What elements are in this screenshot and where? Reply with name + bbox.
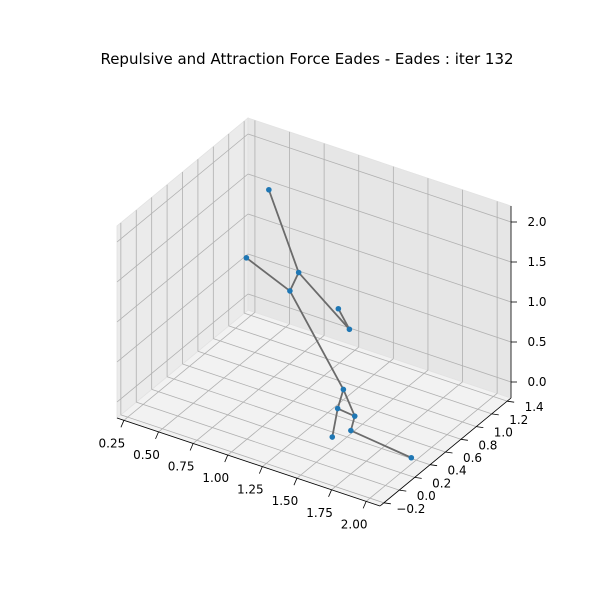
graph-edges: [245, 188, 413, 459]
x-axis: 0.25 0.50 0.75 1.00 1.25 1.50 1.75 2.00: [99, 417, 381, 531]
graph-node: [266, 186, 272, 193]
x-tick-label: 0.75: [168, 459, 195, 473]
x-tick-label: 0.50: [133, 448, 160, 462]
graph-node: [346, 326, 353, 333]
y-tick-label: 0.6: [463, 451, 482, 465]
graph-edge: [331, 407, 339, 438]
x-tick: [155, 431, 159, 440]
grid-line-y: [151, 389, 415, 478]
graph-node: [351, 413, 358, 419]
y-axis: −0.20.00.20.40.60.81.01.21.4: [379, 397, 544, 516]
grid-line-y: [120, 414, 384, 504]
graph-node: [329, 434, 336, 440]
grid-line-z: [116, 253, 249, 363]
y-tick: [476, 426, 484, 428]
grid-line-y: [228, 325, 492, 415]
chart-title: Repulsive and Attraction Force Eades - E…: [100, 50, 513, 68]
x-tick: [362, 501, 367, 509]
grid-lines: [116, 120, 512, 504]
x-tick: [258, 466, 263, 474]
graph-edge: [297, 271, 351, 331]
y-tick: [399, 489, 407, 492]
grid-line-y: [182, 363, 446, 453]
y-tick-label: 0.2: [432, 476, 451, 490]
y-tick-label: 1.0: [494, 426, 513, 440]
grid-line-y: [244, 312, 508, 402]
z-tick-label: 2.0: [527, 215, 546, 229]
x-axis-line: [116, 417, 381, 507]
graph-edge: [245, 256, 291, 292]
graph-node: [335, 305, 342, 312]
x-tick-label: 1.25: [237, 483, 264, 497]
grid-line-y: [166, 376, 431, 466]
graph-node: [348, 427, 354, 434]
y-tick-label: 1.4: [525, 400, 544, 414]
axes-panes: [116, 117, 512, 507]
graph-nodes: [243, 186, 415, 461]
grid-line-y: [213, 338, 477, 427]
graph-node: [334, 405, 341, 412]
y-tick-label: 1.2: [509, 413, 528, 427]
y-tick: [430, 464, 438, 467]
grid-line-z: [247, 253, 512, 343]
grid-line-z: [116, 173, 249, 283]
grid-line-z: [247, 213, 512, 303]
x-tick: [189, 443, 194, 451]
grid-line-z: [116, 213, 249, 323]
y-tick-label: 0.0: [417, 489, 436, 503]
y-tick-label: 0.4: [448, 464, 467, 478]
x-tick: [293, 478, 298, 486]
x-tick-label: 1.50: [272, 494, 299, 508]
z-tick-label: 0.0: [527, 375, 546, 389]
z-tick-label: 0.5: [527, 335, 546, 349]
y-tick-label: −0.2: [396, 502, 425, 516]
grid-line-y: [136, 401, 400, 491]
graph-edge: [336, 407, 356, 418]
y-tick-label: 0.8: [478, 438, 497, 452]
z-axis: 0.0 0.5 1.0 1.5 2.0: [510, 206, 547, 398]
graph-node: [243, 255, 250, 261]
grid-line-y: [197, 350, 462, 440]
graph-node: [295, 269, 302, 276]
z-tick-label: 1.5: [527, 255, 546, 269]
y-tick: [414, 477, 422, 479]
x-tick: [224, 454, 229, 463]
graph-edge: [288, 271, 300, 292]
x-tick: [328, 489, 332, 497]
x-tick-label: 1.00: [202, 471, 229, 485]
graph-edge: [342, 388, 356, 418]
y-tick: [491, 413, 499, 416]
y-tick: [445, 451, 453, 454]
x-tick-label: 2.00: [341, 517, 368, 531]
graph-edge: [288, 290, 345, 391]
grid-line-z: [116, 133, 249, 243]
z-tick-label: 1.0: [527, 295, 546, 309]
y-tick: [460, 438, 468, 441]
x-tick-label: 0.25: [99, 436, 126, 450]
x-tick-label: 1.75: [306, 506, 333, 520]
graph-node: [340, 386, 347, 393]
x-tick: [120, 420, 125, 428]
grid-line-z: [247, 293, 512, 383]
graph-node: [408, 454, 415, 461]
grid-line-z: [116, 293, 249, 403]
graph-edge: [267, 188, 300, 274]
y-tick: [507, 400, 515, 403]
graph-edge: [349, 429, 413, 459]
graph-edge: [336, 388, 345, 410]
graph-edge: [337, 307, 351, 331]
grid-line-z: [247, 173, 512, 263]
graph-node: [287, 288, 293, 294]
grid-line-z: [247, 133, 512, 223]
y-tick: [383, 502, 391, 505]
